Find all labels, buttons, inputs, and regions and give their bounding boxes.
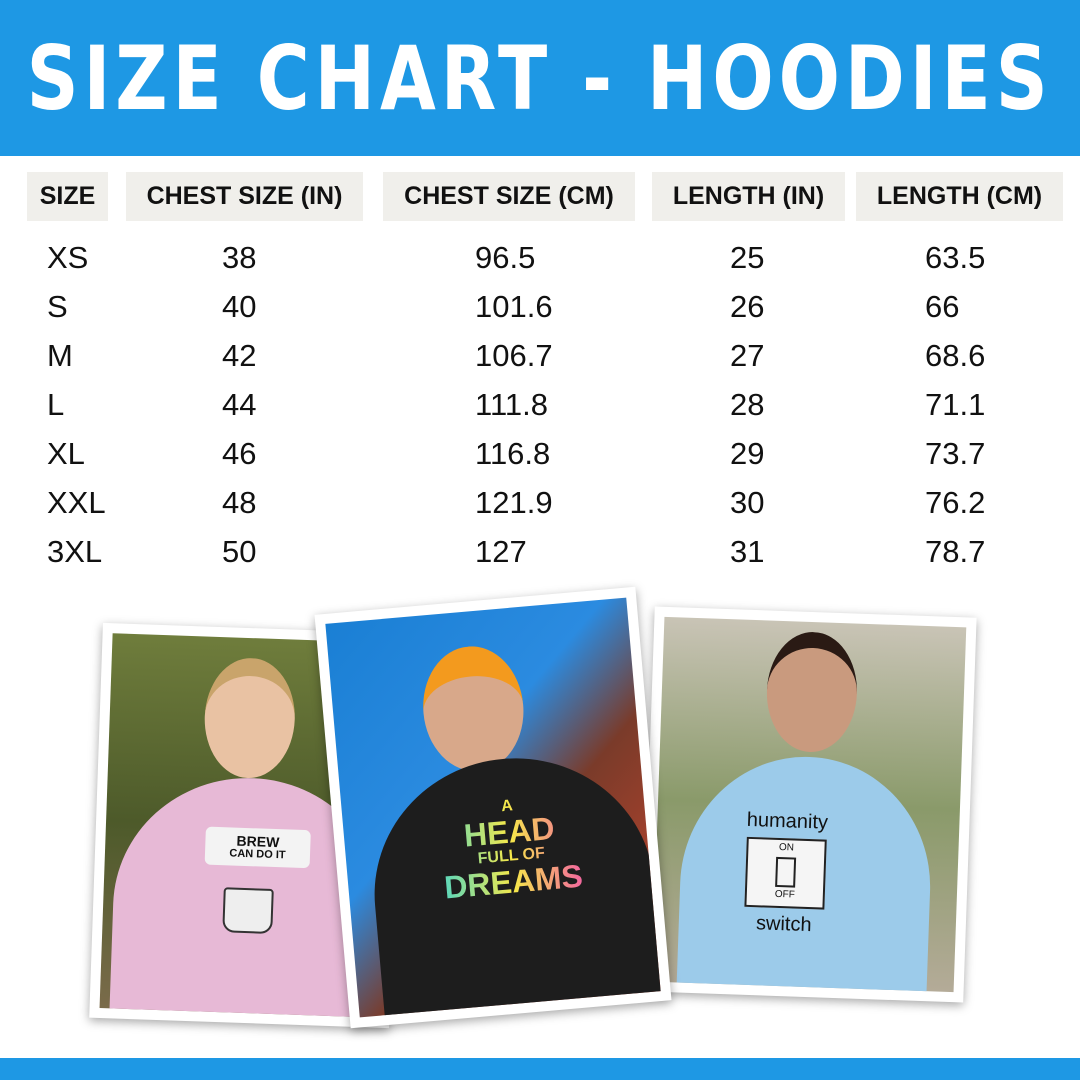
cell-length-in: 27 xyxy=(730,338,765,373)
cell-length-cm: 66 xyxy=(925,289,960,324)
cell-chest-in: 40 xyxy=(222,289,257,324)
cell-size: XS xyxy=(47,240,89,275)
photo-black-hoodie: A HEAD FULL OF DREAMS xyxy=(314,586,672,1029)
cell-size: XXL xyxy=(47,485,106,520)
switch-icon: ON OFF xyxy=(744,836,827,910)
print-line: CAN DO IT xyxy=(229,847,286,862)
cell-chest-in: 46 xyxy=(222,436,257,471)
cell-chest-in: 42 xyxy=(222,338,257,373)
cell-chest-cm: 116.8 xyxy=(475,436,551,471)
person-head xyxy=(418,642,529,776)
cell-length-in: 26 xyxy=(730,289,765,324)
hoodie-print: BREW CAN DO IT xyxy=(204,826,311,869)
header-length-cm: LENGTH (CM) xyxy=(856,172,1063,221)
print-line: ON xyxy=(778,841,795,854)
cell-size: XL xyxy=(47,436,85,471)
cell-length-cm: 63.5 xyxy=(925,240,986,275)
cell-size: M xyxy=(47,338,73,373)
cell-chest-cm: 127 xyxy=(475,534,527,569)
hoodie-print: A HEAD FULL OF DREAMS xyxy=(432,792,590,905)
print-line: OFF xyxy=(774,888,796,901)
cell-size: 3XL xyxy=(47,534,103,569)
cell-length-cm: 73.7 xyxy=(925,436,986,471)
cell-length-in: 28 xyxy=(730,387,765,422)
cell-size: L xyxy=(47,387,65,422)
print-line: switch xyxy=(755,912,812,937)
print-line: humanity xyxy=(746,808,829,834)
title-banner: SIZE CHART - HOODIES xyxy=(0,0,1080,156)
cell-length-in: 31 xyxy=(730,534,765,569)
cell-chest-in: 44 xyxy=(222,387,257,422)
cell-length-cm: 68.6 xyxy=(925,338,986,373)
person-head xyxy=(764,630,859,754)
cell-chest-cm: 111.8 xyxy=(475,387,548,422)
cell-chest-in: 50 xyxy=(222,534,257,569)
cell-length-in: 25 xyxy=(730,240,765,275)
hoodie-print: humanity ON OFF switch xyxy=(728,809,842,937)
cell-chest-cm: 106.7 xyxy=(475,338,553,373)
header-length-in: LENGTH (IN) xyxy=(652,172,845,221)
header-chest-cm: CHEST SIZE (CM) xyxy=(383,172,635,221)
cell-length-cm: 71.1 xyxy=(925,387,986,422)
cell-chest-in: 48 xyxy=(222,485,257,520)
cell-size: S xyxy=(47,289,68,324)
page-title: SIZE CHART - HOODIES xyxy=(27,26,1054,130)
cell-length-in: 30 xyxy=(730,485,765,520)
cell-length-cm: 78.7 xyxy=(925,534,986,569)
header-size: SIZE xyxy=(27,172,108,221)
cell-chest-cm: 121.9 xyxy=(475,485,553,520)
cell-length-in: 29 xyxy=(730,436,765,471)
mug-icon xyxy=(222,887,274,934)
header-chest-in: CHEST SIZE (IN) xyxy=(126,172,363,221)
cell-chest-in: 38 xyxy=(222,240,257,275)
cell-chest-cm: 96.5 xyxy=(475,240,536,275)
photo-blue-hoodie: humanity ON OFF switch xyxy=(641,606,977,1003)
cell-length-cm: 76.2 xyxy=(925,485,986,520)
bottom-stripe xyxy=(0,1058,1080,1080)
cell-chest-cm: 101.6 xyxy=(475,289,553,324)
person-head xyxy=(202,656,297,780)
